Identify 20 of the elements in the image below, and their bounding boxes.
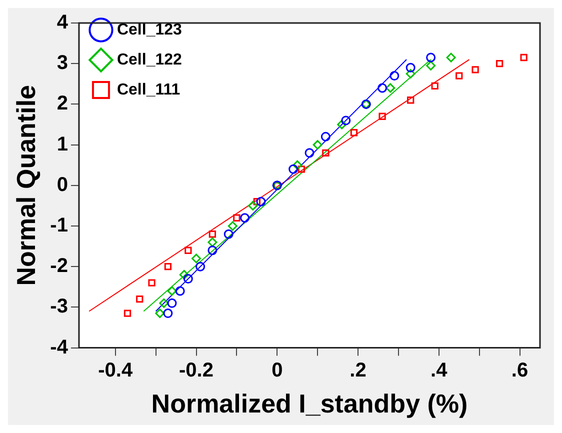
x-tick-label: .4 [430,359,448,382]
y-tick-label: -4 [50,336,69,358]
y-tick-label: 0 [56,174,68,196]
x-tick-label: .2 [350,359,366,382]
x-axis-title: Normalized I_standby (%) [151,388,468,419]
legend-label: Cell_123 [116,21,182,38]
y-tick-label: 1 [56,133,68,156]
x-tick-label: 0 [272,359,283,382]
y-tick-label: 2 [56,92,68,115]
legend-label: Cell_122 [116,51,182,68]
x-tick-label: .6 [511,359,528,382]
y-tick-label: 4 [56,12,69,34]
y-tick-label: 3 [56,52,68,74]
x-tick-label: -0.2 [179,359,214,382]
y-tick-label: -1 [50,214,68,237]
x-tick-label: -0.4 [98,359,134,382]
y-tick-label: -3 [50,296,68,318]
legend-label: Cell_111 [116,81,180,98]
y-tick-label: -2 [50,255,68,278]
y-axis-title: Normal Quantile [10,84,41,286]
